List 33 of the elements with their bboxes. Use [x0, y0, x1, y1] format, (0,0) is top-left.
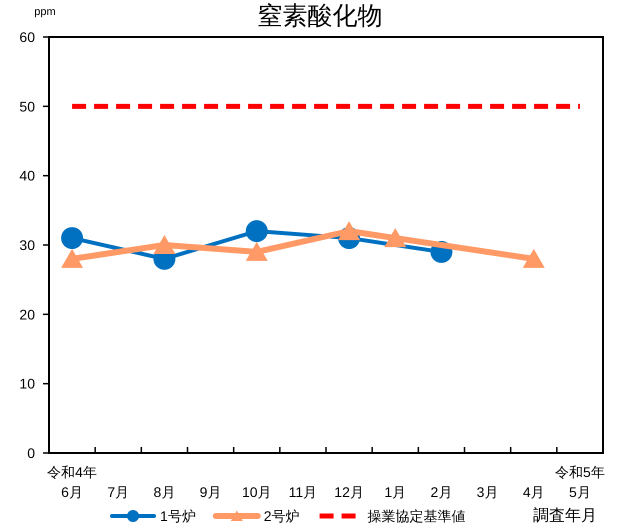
x-tick-label: 11月 [288, 484, 318, 500]
y-tick-label: 30 [19, 237, 36, 253]
x-tick-label: 12月 [334, 484, 364, 500]
legend-label: 操業協定基準値 [368, 508, 466, 524]
y-tick-label: 50 [19, 98, 36, 114]
x-tick-label: 令和5年 5月 [555, 464, 605, 500]
y-tick-label: 40 [19, 168, 36, 184]
x-axis-title: 調査年月 [533, 506, 597, 524]
chart-title: 窒素酸化物 [258, 2, 382, 30]
legend-label: 1号炉 [160, 508, 196, 524]
point [522, 248, 545, 268]
x-tick-label: 10月 [242, 484, 272, 500]
point [246, 220, 268, 242]
x-tick-label: 3月 [476, 484, 498, 500]
x-tick-label: 令和4年 6月 [47, 464, 97, 500]
x-tick-label: 4月 [522, 484, 545, 500]
y-tick-label: 0 [27, 445, 36, 461]
point [61, 248, 84, 268]
y-tick-label: 10 [19, 376, 36, 392]
x-tick-label: 2月 [430, 484, 452, 500]
point [153, 235, 176, 254]
point [338, 221, 360, 240]
y-tick-label: 60 [19, 29, 36, 45]
x-tick-label: 8月 [154, 484, 176, 500]
x-tick-label: 9月 [200, 484, 222, 500]
point [61, 227, 84, 250]
y-axis-title: ppm [34, 6, 56, 18]
point [246, 242, 268, 261]
legend-label: 2号炉 [264, 508, 300, 524]
x-tick-label: 7月 [107, 484, 130, 500]
y-tick-label: 20 [19, 306, 36, 322]
point [384, 228, 406, 248]
x-tick-label: 1月 [384, 484, 406, 500]
